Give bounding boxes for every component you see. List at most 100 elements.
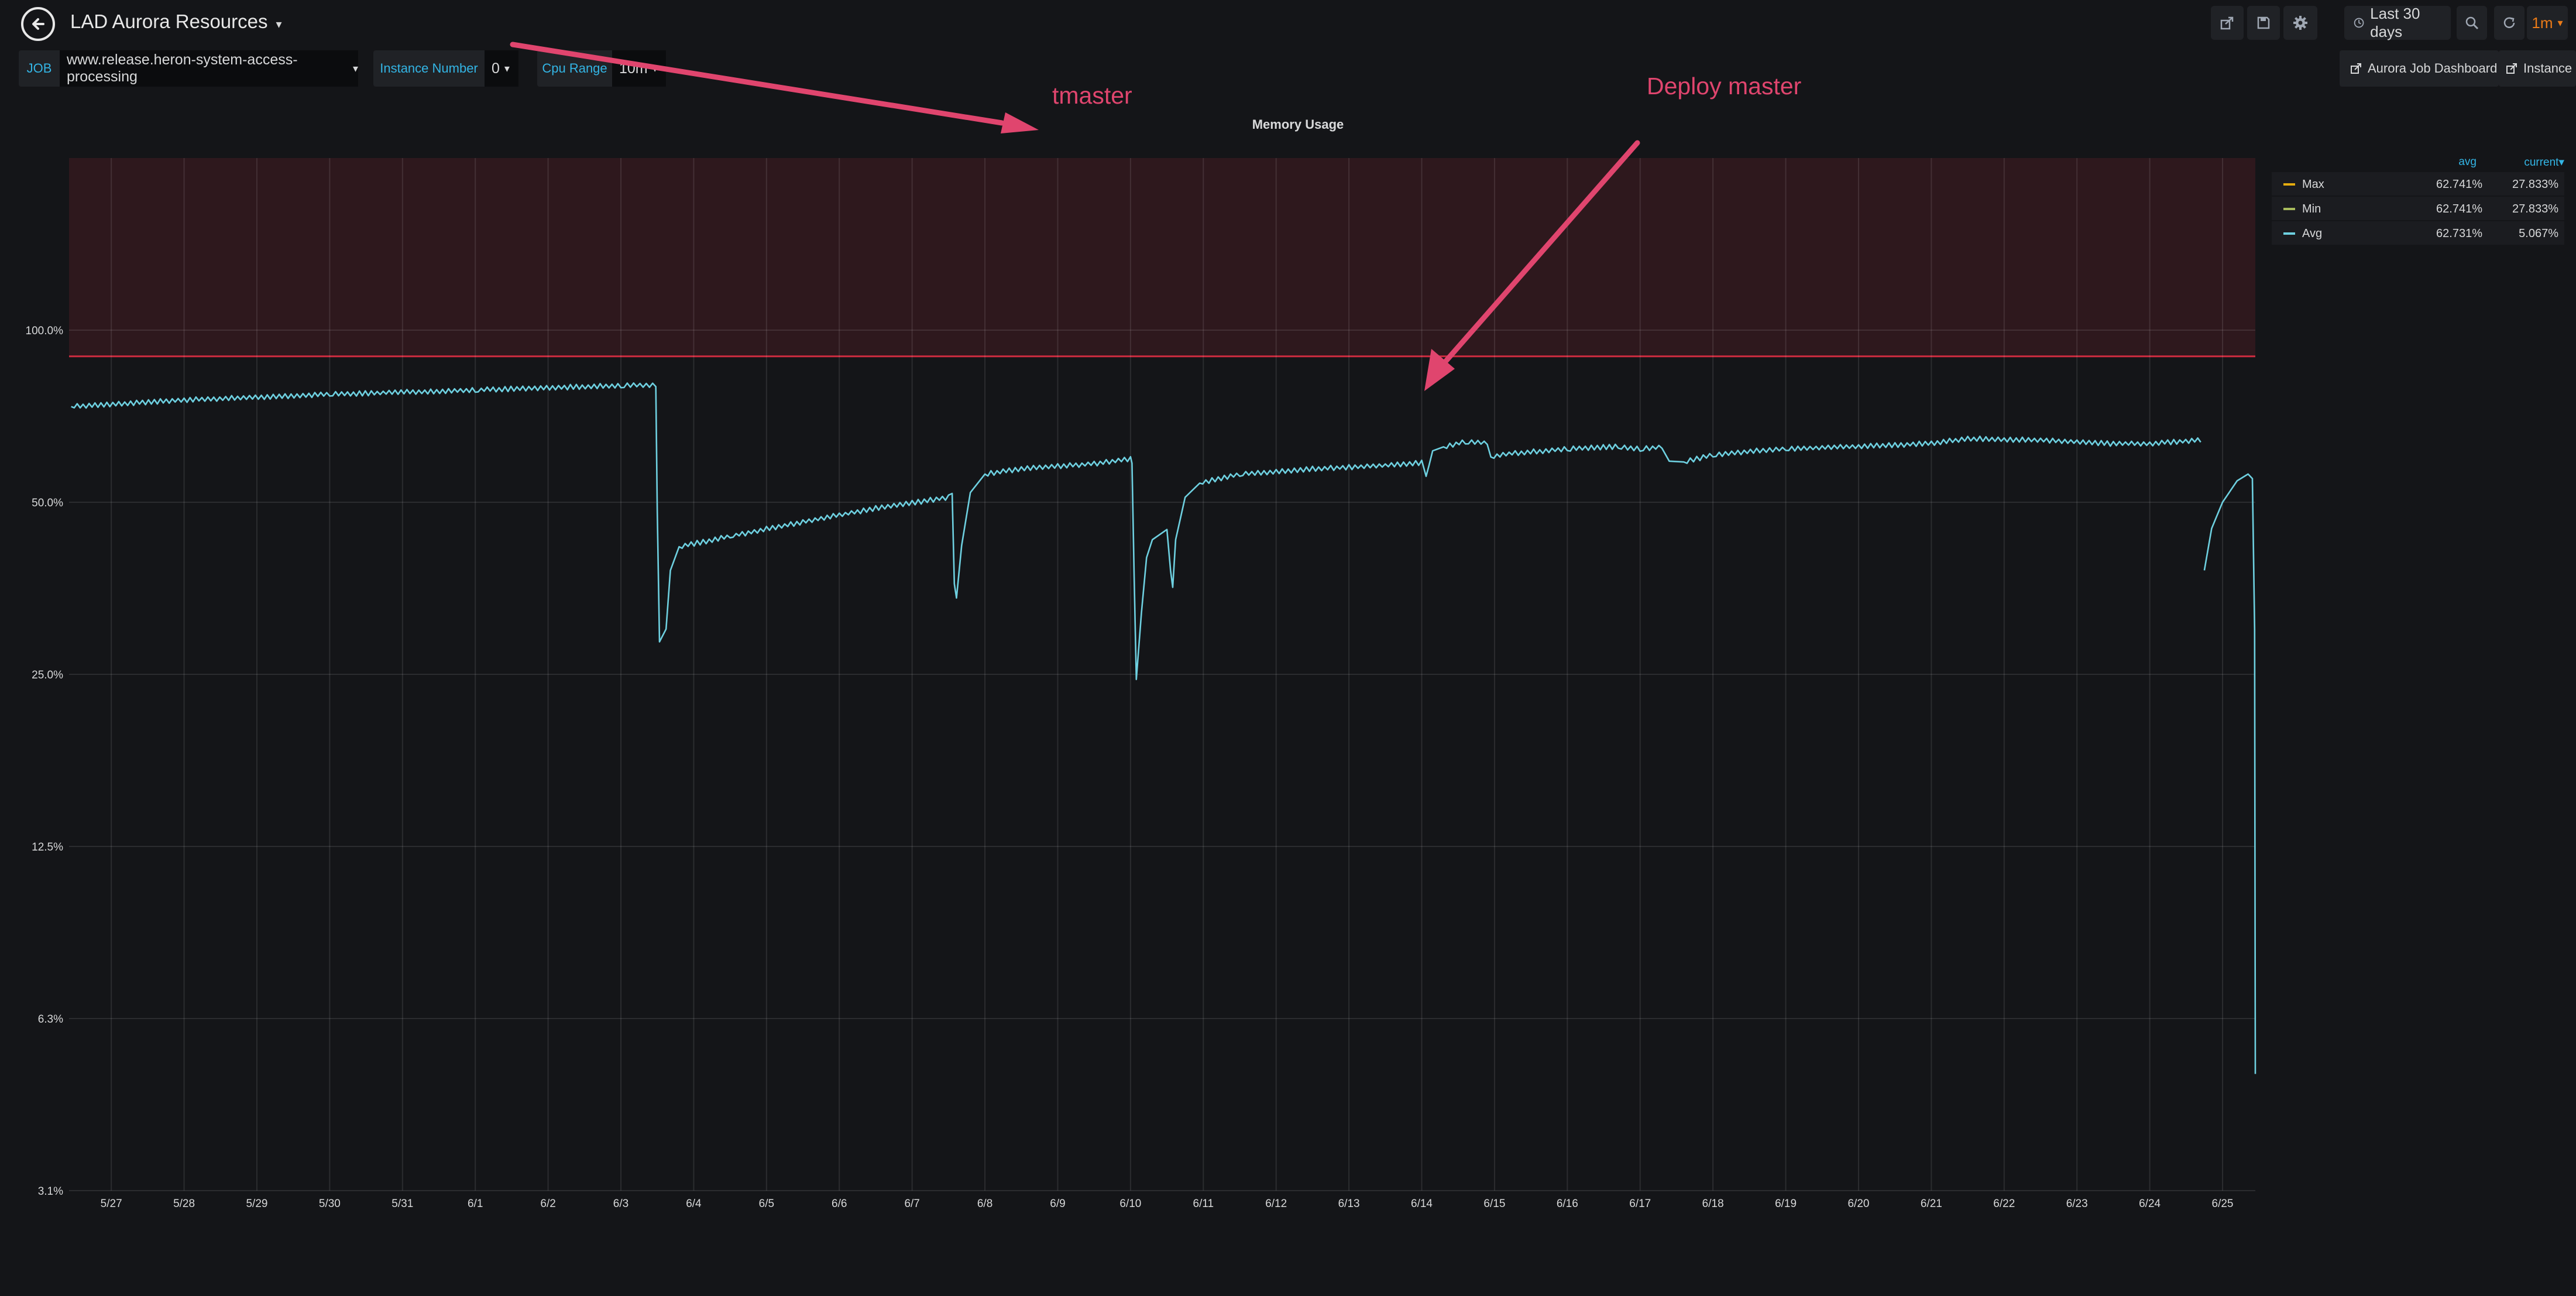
save-button[interactable] [2247,6,2280,40]
variable-instance-label: Instance Number [373,50,485,87]
dashboard-title: LAD Aurora Resources [70,11,268,32]
x-tick-label: 6/21 [1921,1198,1942,1210]
legend-row-max[interactable]: Max 62.741% 27.833% [2272,172,2564,196]
save-icon [2257,16,2270,29]
caret-down-icon: ▾ [352,62,358,74]
x-tick-label: 5/30 [319,1198,341,1210]
clock-icon [2354,18,2364,28]
share-button[interactable] [2211,6,2244,40]
y-tick-label: 6.3% [38,1013,63,1026]
y-tick-label: 3.1% [38,1185,63,1198]
x-tick-label: 6/15 [1483,1198,1505,1210]
x-tick-label: 6/9 [1050,1198,1065,1210]
dashboard-title-picker[interactable]: LAD Aurora Resources ▾ [70,11,282,33]
legend-swatch [2283,232,2295,235]
variable-job-label: JOB [19,50,60,87]
legend-current-value: 5.067% [2519,227,2558,240]
legend-header-avg[interactable]: avg [2458,156,2477,168]
legend-swatch [2283,183,2295,186]
x-tick-label: 6/4 [686,1198,702,1210]
legend-avg-value: 62.741% [2436,178,2482,191]
legend-row-min[interactable]: Min 62.741% 27.833% [2272,197,2564,220]
external-link-icon [2506,63,2517,74]
x-tick-label: 5/28 [173,1198,195,1210]
external-link-icon [2351,63,2361,74]
caret-down-icon: ▾ [652,62,658,74]
x-tick-label: 6/22 [1993,1198,2015,1210]
back-button[interactable] [21,7,55,41]
threshold-fill-region [69,158,2255,356]
x-tick-label: 6/24 [2139,1198,2161,1210]
link-instance-label: Instance [2523,61,2572,76]
annotation-tmaster-label: tmaster [1052,82,1132,109]
refresh-icon [2503,17,2515,28]
arrow-left-icon [32,18,44,30]
legend-row-avg[interactable]: Avg 62.731% 5.067% [2272,221,2564,245]
time-range-label: Last 30 days [2370,5,2420,40]
zoom-out-icon [2465,16,2479,30]
series-line-avg [2203,473,2256,1074]
x-tick-label: 6/3 [613,1198,628,1210]
x-tick-label: 6/19 [1775,1198,1797,1210]
x-tick-label: 6/25 [2212,1198,2234,1210]
refresh-interval-picker[interactable]: 1m ▾ [2527,6,2568,40]
legend-swatch [2283,208,2295,210]
x-tick-label: 6/20 [1847,1198,1869,1210]
legend-header-current[interactable]: current▾ [2524,156,2564,169]
x-tick-label: 6/7 [904,1198,919,1210]
x-tick-label: 6/16 [1557,1198,1578,1210]
variable-job-select[interactable]: www.release.heron-system-access-processi… [60,50,358,87]
x-tick-label: 5/29 [246,1198,267,1210]
panel-title: Memory Usage [1252,117,1344,132]
x-tick-label: 6/5 [759,1198,774,1210]
share-icon [2220,16,2234,30]
x-tick-label: 6/17 [1629,1198,1651,1210]
top-navbar: LAD Aurora Resources ▾ Last 30 d [0,0,2576,47]
zoom-out-button[interactable] [2457,6,2487,40]
x-tick-label: 6/10 [1119,1198,1141,1210]
variable-job-value: www.release.heron-system-access-processi… [67,52,298,85]
legend-series-name: Avg [2302,227,2323,240]
series-line-avg [71,382,2201,680]
x-tick-label: 6/1 [468,1198,483,1210]
time-picker-button[interactable]: Last 30 days [2344,5,2451,40]
x-tick-label: 6/13 [1338,1198,1360,1210]
link-aurora-job-dashboard-label: Aurora Job Dashboard [2368,61,2498,76]
link-instance[interactable]: Instance [2499,50,2576,87]
legend-series-name: Max [2302,178,2324,191]
legend-header: avg current▾ [2272,151,2564,172]
y-tick-label: 12.5% [32,841,63,853]
link-aurora-job-dashboard[interactable]: Aurora Job Dashboard [2340,50,2499,87]
annotation-deploy-master-label: Deploy master [1647,73,1802,100]
variables-row: JOB www.release.heron-system-access-proc… [0,50,2576,87]
memory-usage-chart[interactable]: 3.1% 6.3% 12.5% 25.0% 50.0% 100.0% 5/27 5/28 5/2… [0,135,2271,1247]
x-tick-label: 6/18 [1702,1198,1724,1210]
refresh-interval-label: 1m [2532,13,2553,32]
x-tick-label: 5/27 [101,1198,122,1210]
x-tick-label: 6/14 [1411,1198,1433,1210]
legend-series-name: Min [2302,203,2321,215]
gear-icon [2293,16,2307,30]
variable-instance-value: 0 [492,60,500,77]
legend-avg-value: 62.731% [2436,227,2482,240]
refresh-button[interactable] [2494,6,2525,40]
x-tick-label: 6/2 [540,1198,555,1210]
settings-button[interactable] [2283,6,2317,40]
y-tick-label: 25.0% [32,669,63,681]
variable-cpu-range-select[interactable]: 10m ▾ [612,50,666,87]
x-tick-label: 6/8 [977,1198,992,1210]
variable-instance-select[interactable]: 0 ▾ [485,50,518,87]
legend-current-value: 27.833% [2512,203,2558,215]
legend-avg-value: 62.741% [2436,203,2482,215]
legend-table: avg current▾ Max 62.741% 27.833% Min 62.… [2272,151,2564,246]
x-tick-label: 6/12 [1265,1198,1287,1210]
x-tick-label: 6/11 [1193,1198,1214,1210]
variable-cpu-range-value: 10m [619,60,648,77]
caret-down-icon: ▾ [504,62,510,74]
legend-current-value: 27.833% [2512,178,2558,191]
caret-down-icon: ▾ [276,18,282,31]
x-tick-label: 6/6 [832,1198,847,1210]
variable-cpu-range-label: Cpu Range [537,50,612,87]
y-tick-label: 100.0% [26,325,64,337]
x-tick-label: 6/23 [2066,1198,2088,1210]
